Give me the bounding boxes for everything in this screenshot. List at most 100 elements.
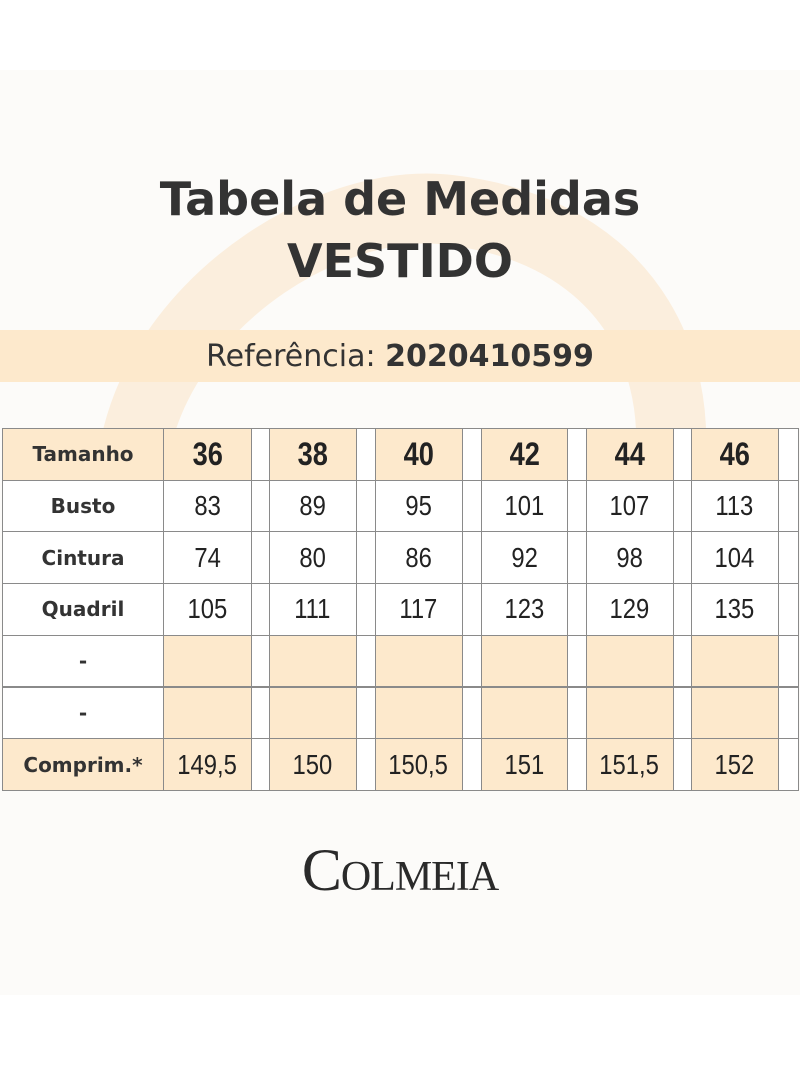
- size-cell: 40: [374, 428, 463, 481]
- gap-cell: [251, 634, 270, 688]
- size-cell: 152: [690, 738, 779, 791]
- size-cell: 83: [163, 479, 252, 533]
- size-cell-text: 36: [192, 435, 223, 472]
- row-label: Busto: [2, 479, 164, 533]
- row-label-text: Busto: [50, 494, 116, 519]
- size-cell-text: 86: [405, 541, 432, 573]
- gap-cell: [778, 531, 799, 585]
- size-cell: [585, 686, 674, 740]
- size-cell: 123: [480, 583, 569, 636]
- size-cell-text: 151,5: [599, 748, 660, 780]
- gap-cell: [567, 634, 587, 688]
- size-cell-text: 40: [403, 435, 434, 472]
- gap-cell: [778, 686, 799, 740]
- row-label: Quadril: [2, 583, 164, 636]
- gap-cell: [356, 738, 376, 791]
- size-cell: [163, 634, 252, 688]
- gap-cell: [673, 686, 692, 740]
- size-cell: 150: [268, 738, 357, 791]
- row-label: Tamanho: [2, 428, 164, 481]
- size-cell-text: 89: [299, 490, 326, 522]
- gap-cell: [356, 428, 376, 481]
- gap-cell: [251, 531, 270, 585]
- size-cell: 98: [585, 531, 674, 585]
- reference-label: Referência:: [206, 339, 376, 374]
- size-cell: 38: [268, 428, 357, 481]
- size-cell: 150,5: [374, 738, 463, 791]
- gap-cell: [356, 583, 376, 636]
- row-label: Comprim.*: [2, 738, 164, 791]
- gap-cell: [567, 479, 587, 533]
- gap-cell: [462, 634, 482, 688]
- size-cell-text: 151: [504, 748, 545, 780]
- reference-band: [0, 330, 800, 382]
- row-label-text: Tamanho: [32, 442, 134, 467]
- size-cell: 80: [268, 531, 357, 585]
- size-cell-text: 104: [714, 541, 755, 573]
- row-label-text: -: [78, 700, 88, 725]
- size-cell-text: 129: [609, 593, 650, 625]
- size-cell: 117: [374, 583, 463, 636]
- gap-cell: [778, 738, 799, 791]
- gap-cell: [567, 583, 587, 636]
- title: Tabela de Medidas: [159, 172, 641, 226]
- gap-cell: [673, 428, 692, 481]
- size-cell: [690, 686, 779, 740]
- gap-cell: [462, 686, 482, 740]
- size-cell: 149,5: [163, 738, 252, 791]
- size-cell-text: 150,5: [388, 748, 449, 780]
- size-cell-text: 135: [714, 593, 755, 625]
- row-label: Cintura: [2, 531, 164, 585]
- size-cell-text: 111: [294, 593, 331, 625]
- size-cell: [268, 686, 357, 740]
- gap-cell: [673, 479, 692, 533]
- size-cell-text: 113: [715, 490, 754, 522]
- size-cell: 74: [163, 531, 252, 585]
- gap-cell: [778, 479, 799, 533]
- gap-cell: [251, 583, 270, 636]
- gap-cell: [567, 428, 587, 481]
- gap-cell: [462, 583, 482, 636]
- size-cell: 113: [690, 479, 779, 533]
- row-label-text: Quadril: [41, 597, 125, 622]
- gap-cell: [673, 738, 692, 791]
- gap-cell: [251, 479, 270, 533]
- gap-cell: [567, 738, 587, 791]
- size-cell: [585, 634, 674, 688]
- size-cell-text: 105: [187, 593, 228, 625]
- gap-cell: [673, 634, 692, 688]
- gap-cell: [462, 479, 482, 533]
- row-label-text: Cintura: [41, 545, 125, 570]
- brand-logo: Colmeia: [301, 837, 499, 903]
- size-cell-text: 123: [504, 593, 545, 625]
- gap-cell: [673, 531, 692, 585]
- row-label: -: [2, 634, 164, 688]
- size-cell-text: 42: [509, 435, 540, 472]
- gap-cell: [673, 583, 692, 636]
- size-cell: [374, 634, 463, 688]
- gap-cell: [778, 428, 799, 481]
- size-cell: 101: [480, 479, 569, 533]
- size-cell: 104: [690, 531, 779, 585]
- size-cell-text: 38: [297, 435, 328, 472]
- size-cell: 151: [480, 738, 569, 791]
- gap-cell: [778, 583, 799, 636]
- gap-cell: [567, 686, 587, 740]
- size-cell: 95: [374, 479, 463, 533]
- size-cell-text: 117: [399, 593, 438, 625]
- row-label-text: Comprim.*: [23, 752, 143, 777]
- row-label-text: -: [78, 649, 88, 674]
- size-cell-text: 98: [616, 541, 643, 573]
- size-cell: [480, 634, 569, 688]
- size-cell: 92: [480, 531, 569, 585]
- size-cell-text: 92: [511, 541, 538, 573]
- size-cell: 105: [163, 583, 252, 636]
- size-cell: [480, 686, 569, 740]
- gap-cell: [251, 738, 270, 791]
- size-cell-text: 101: [504, 490, 545, 522]
- reference: Referência: 2020410599: [0, 339, 800, 374]
- size-cell-text: 80: [299, 541, 326, 573]
- size-cell-text: 44: [614, 435, 645, 472]
- size-cell-text: 150: [292, 748, 333, 780]
